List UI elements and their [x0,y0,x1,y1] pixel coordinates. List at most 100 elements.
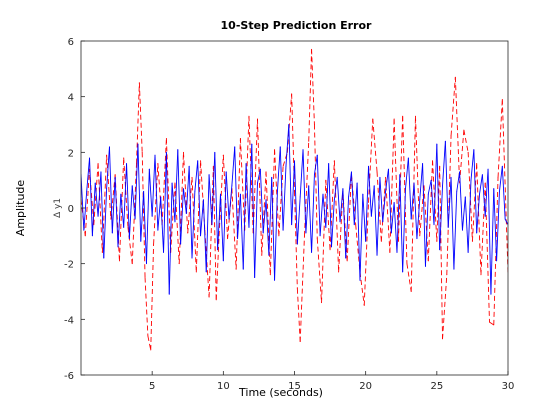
y-axis-label: Amplitude [14,180,27,237]
series-2-point [97,215,99,217]
series-2-segment [350,171,355,225]
series-1-segment [321,180,327,303]
series-2-segment [91,182,96,236]
series-1-segment [144,277,149,337]
y-tick-label: 0 [68,204,74,215]
series-2-segment [396,174,401,253]
series-1-point [484,182,486,184]
series-2-segment [237,194,241,239]
series-1-point [489,321,490,323]
series-2-segment [316,155,321,236]
series-1-segment [497,99,503,178]
series-2-point [222,260,224,262]
series-2-point [462,229,463,231]
series-2-point [177,149,179,150]
series-1-segment [118,157,125,261]
series-2-point [248,227,250,228]
series-2-point [154,154,156,156]
series-2-segment [447,177,452,228]
series-2-point [476,232,478,234]
series-2-segment [183,188,187,214]
series-2-point [131,185,133,187]
series-2-point [405,188,406,189]
series-2-point [157,229,159,231]
series-2-point [245,163,247,164]
series-2-point [171,182,173,184]
series-2-segment [282,166,287,231]
series-2-point [305,232,307,234]
series-1-segment [208,166,214,298]
series-2-segment [479,174,483,195]
series-2-point [407,157,409,159]
series-2-point [370,215,372,217]
series-2-point [459,171,461,173]
series-2-segment [481,174,486,217]
series-2-point [106,188,108,189]
series-1-segment [215,235,220,300]
series-2-point [345,257,347,259]
series-2-point [436,143,438,145]
series-2-point [239,193,241,195]
series-1-segment [368,118,374,203]
series-2-segment [271,177,276,281]
series-2-point [188,165,190,167]
series-2-segment [393,202,398,253]
series-1-point [463,129,465,131]
series-1-point [257,118,258,120]
series-2-segment [302,149,307,234]
series-2-point [385,190,387,192]
series-1-point [278,235,280,237]
series-2-point [197,160,199,162]
series-1-point [346,260,348,262]
series-1-segment [450,77,456,136]
series-2-point [174,221,176,223]
series-2-point [393,201,395,203]
series-1-point [393,118,395,120]
series-1-point [178,263,180,265]
series-2-point [180,243,182,245]
series-2-point [302,149,304,150]
series-2-segment [285,124,290,167]
ticks-layer: 5 10 15 20 25 30 -6 -4 -2 0 2 4 6 [64,37,514,392]
series-2-segment [427,180,432,195]
x-tick-label: 25 [430,381,443,392]
series-1-segment [439,166,443,339]
series-2-segment [168,182,173,295]
series-1-point [321,302,322,304]
series-2-point [217,249,219,251]
series-2-segment [148,169,153,217]
series-2-segment [459,171,463,231]
series-2-point [333,199,335,201]
series-2-point [214,151,216,153]
series-1-point [174,182,176,184]
series-2-segment [444,141,449,228]
series-2-point [481,174,483,176]
series-1-point [446,274,448,276]
series-2-segment [493,188,498,261]
series-1-point [138,82,140,84]
series-2-point [279,146,281,148]
series-2-point [134,218,136,220]
series-1-segment [313,124,318,239]
series-1-point [442,338,443,340]
series-2-point [342,188,344,189]
series-1-point [261,254,263,256]
series-2-segment [214,152,219,250]
series-2-segment [487,169,492,295]
series-2-point [251,143,253,145]
series-1-point [493,324,495,326]
series-2-point [274,279,276,281]
series-1-point [316,238,318,240]
series-2-point [353,224,355,226]
series-layer [81,48,508,351]
series-1-segment [106,155,112,220]
plot-area: 5 10 15 20 25 30 -6 -4 -2 0 2 4 6 [64,37,514,392]
series-2-segment [382,191,387,222]
series-2-point [160,196,162,198]
series-1-point [144,277,146,279]
series-1-segment [93,163,99,225]
series-2-point [265,199,267,201]
series-1-segment [372,118,378,172]
series-2-point [484,215,486,217]
series-2-point [479,193,480,195]
